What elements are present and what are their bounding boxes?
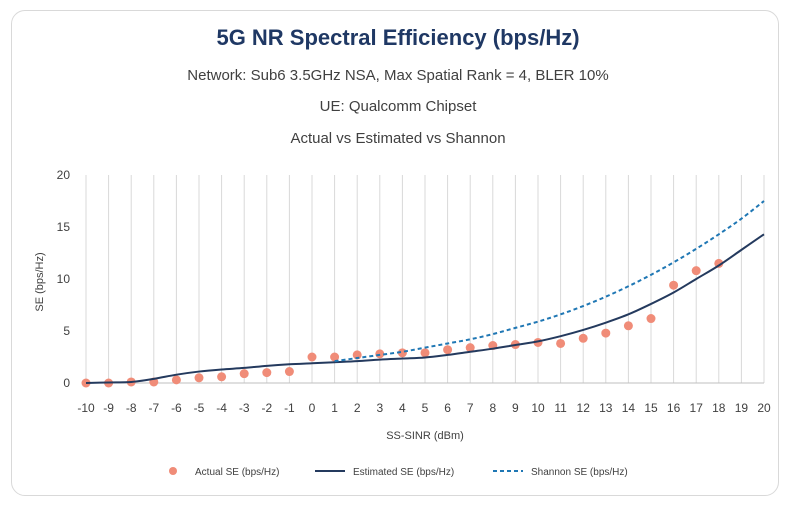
x-tick-label-5: -5 [194, 401, 205, 415]
actual-se-point-11 [330, 352, 340, 362]
actual-se-point-8 [262, 368, 272, 378]
actual-se-point-7 [239, 369, 249, 379]
y-tick-label-0: 0 [63, 376, 70, 390]
actual-se-point-6 [217, 372, 227, 382]
x-tick-label-10: 0 [309, 401, 316, 415]
actual-se-point-28 [714, 258, 724, 268]
y-axis-label: SE (bps/Hz) [34, 252, 46, 311]
x-tick-label-14: 4 [399, 401, 406, 415]
x-tick-label-28: 18 [712, 401, 726, 415]
y-tick-label-3: 15 [57, 220, 71, 234]
x-tick-label-15: 5 [422, 401, 429, 415]
x-tick-label-25: 15 [644, 401, 658, 415]
x-tick-label-1: -9 [103, 401, 114, 415]
actual-se-point-17 [465, 343, 475, 353]
x-tick-label-20: 10 [531, 401, 545, 415]
legend-label-2: Shannon SE (bps/Hz) [531, 467, 628, 478]
actual-se-point-9 [284, 367, 294, 377]
y-tick-label-1: 5 [63, 324, 70, 338]
actual-se-point-23 [601, 328, 611, 338]
chart-title: 5G NR Spectral Efficiency (bps/Hz) [216, 25, 580, 50]
legend-label-1: Estimated SE (bps/Hz) [353, 467, 454, 478]
x-axis-label: SS-SINR (dBm) [386, 430, 464, 442]
x-tick-label-7: -3 [239, 401, 250, 415]
x-tick-label-3: -7 [148, 401, 159, 415]
actual-se-point-24 [623, 321, 633, 331]
chart-subtitle-network: Network: Sub6 3.5GHz NSA, Max Spatial Ra… [187, 67, 609, 84]
x-tick-label-9: -1 [284, 401, 295, 415]
x-tick-label-13: 3 [376, 401, 383, 415]
actual-se-point-13 [375, 349, 385, 359]
x-tick-label-26: 16 [667, 401, 681, 415]
x-tick-label-21: 11 [554, 401, 567, 415]
actual-se-point-27 [691, 266, 701, 276]
actual-se-point-25 [646, 314, 656, 324]
actual-se-point-10 [307, 352, 317, 362]
y-tick-label-4: 20 [57, 168, 71, 182]
x-tick-label-29: 19 [735, 401, 749, 415]
actual-se-point-15 [420, 348, 430, 358]
x-tick-label-24: 14 [622, 401, 636, 415]
actual-se-point-12 [352, 350, 362, 360]
x-tick-label-11: 1 [331, 401, 338, 415]
x-tick-label-8: -2 [261, 401, 272, 415]
actual-se-point-4 [171, 375, 181, 385]
actual-se-point-22 [578, 333, 588, 343]
x-tick-label-6: -4 [216, 401, 227, 415]
x-tick-label-16: 6 [444, 401, 451, 415]
chart-subtitle-comparison: Actual vs Estimated vs Shannon [290, 130, 506, 147]
chart-subtitle-ue: UE: Qualcomm Chipset [319, 98, 477, 115]
x-tick-label-17: 7 [467, 401, 474, 415]
x-tick-label-4: -6 [171, 401, 182, 415]
x-tick-label-22: 12 [577, 401, 591, 415]
x-tick-label-0: -10 [77, 401, 95, 415]
x-tick-label-23: 13 [599, 401, 613, 415]
y-tick-label-2: 10 [57, 272, 71, 286]
x-tick-label-2: -8 [126, 401, 137, 415]
x-tick-label-30: 20 [757, 401, 771, 415]
actual-se-point-26 [669, 280, 679, 290]
x-tick-label-19: 9 [512, 401, 519, 415]
actual-se-point-5 [194, 373, 204, 383]
actual-se-point-21 [556, 338, 566, 348]
x-tick-label-18: 8 [489, 401, 496, 415]
estimated-se-line [85, 233, 765, 384]
legend-label-0: Actual SE (bps/Hz) [195, 467, 279, 478]
actual-se-point-16 [443, 345, 453, 355]
x-tick-label-12: 2 [354, 401, 361, 415]
shannon-se-line [334, 200, 765, 363]
x-tick-label-27: 17 [690, 401, 704, 415]
legend-marker-actual [169, 467, 177, 475]
